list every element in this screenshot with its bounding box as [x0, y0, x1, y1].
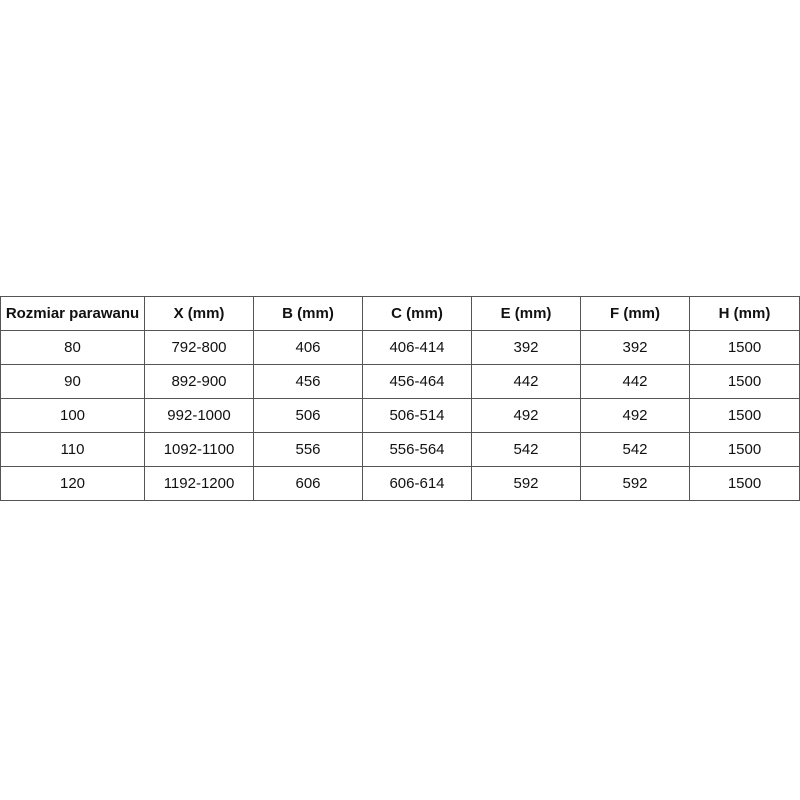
table-cell: 892-900 — [144, 364, 254, 399]
table-row: 80 792-800 406 406-414 392 392 1500 — [0, 330, 800, 365]
table-row: 110 1092-1100 556 556-564 542 542 1500 — [0, 432, 800, 467]
table-cell: 1500 — [689, 330, 800, 365]
table-cell: 592 — [471, 466, 581, 501]
table-cell: 606 — [253, 466, 363, 501]
table-cell: 1092-1100 — [144, 432, 254, 467]
table-cell: 556 — [253, 432, 363, 467]
table-cell: 406-414 — [362, 330, 472, 365]
table-cell: 506 — [253, 398, 363, 433]
table-row: 90 892-900 456 456-464 442 442 1500 — [0, 364, 800, 399]
table-cell: 492 — [580, 398, 690, 433]
header-row: Rozmiar parawanu X (mm) B (mm) C (mm) E (mm)… — [0, 296, 800, 331]
table-cell: 80 — [0, 330, 145, 365]
table-row: 100 992-1000 506 506-514 492 492 1500 — [0, 398, 800, 433]
dimensions-table: Rozmiar parawanu X (mm) B (mm) C (mm) E (mm)… — [0, 296, 800, 501]
table-cell: 120 — [0, 466, 145, 501]
table-cell: 992-1000 — [144, 398, 254, 433]
column-header: E (mm) — [471, 296, 581, 331]
table-cell: 506-514 — [362, 398, 472, 433]
table-cell: 442 — [580, 364, 690, 399]
table-cell: 592 — [580, 466, 690, 501]
table-cell: 492 — [471, 398, 581, 433]
table-cell: 100 — [0, 398, 145, 433]
column-header: F (mm) — [580, 296, 690, 331]
table-cell: 1500 — [689, 466, 800, 501]
table-cell: 456-464 — [362, 364, 472, 399]
column-header: H (mm) — [689, 296, 800, 331]
table-cell: 1500 — [689, 398, 800, 433]
table-cell: 1500 — [689, 432, 800, 467]
column-header: X (mm) — [144, 296, 254, 331]
table-cell: 406 — [253, 330, 363, 365]
table-cell: 90 — [0, 364, 145, 399]
table-cell: 556-564 — [362, 432, 472, 467]
column-header: Rozmiar parawanu — [0, 296, 145, 331]
table-cell: 542 — [580, 432, 690, 467]
column-header: B (mm) — [253, 296, 363, 331]
table-cell: 110 — [0, 432, 145, 467]
table-cell: 542 — [471, 432, 581, 467]
table-cell: 1192-1200 — [144, 466, 254, 501]
table-cell: 792-800 — [144, 330, 254, 365]
table-cell: 392 — [580, 330, 690, 365]
column-header: C (mm) — [362, 296, 472, 331]
table-cell: 1500 — [689, 364, 800, 399]
table-row: 120 1192-1200 606 606-614 592 592 1500 — [0, 466, 800, 501]
table-cell: 392 — [471, 330, 581, 365]
table-cell: 456 — [253, 364, 363, 399]
table-cell: 606-614 — [362, 466, 472, 501]
table-cell: 442 — [471, 364, 581, 399]
